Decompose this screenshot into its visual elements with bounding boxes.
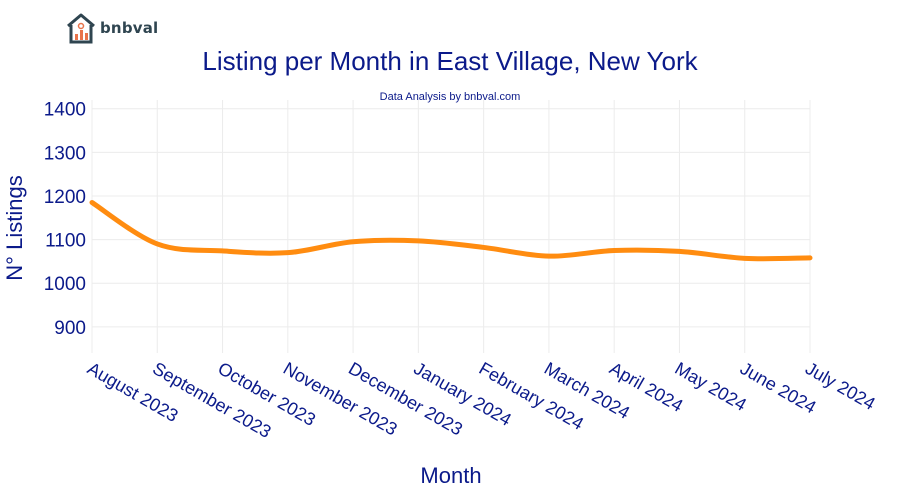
- x-tick-label: December 2023: [345, 358, 466, 439]
- chart-subtitle: Data Analysis by bnbval.com: [380, 91, 521, 103]
- data-point: [677, 249, 682, 254]
- data-point: [90, 200, 95, 205]
- series-layer: [89, 200, 813, 262]
- data-point: [612, 248, 617, 253]
- x-axis-label: Month: [420, 463, 481, 488]
- brand-name: bnbval: [100, 19, 159, 37]
- y-axis-label: N° Listings: [2, 175, 27, 280]
- data-point: [285, 250, 290, 255]
- data-point: [546, 254, 551, 259]
- data-point: [220, 248, 225, 253]
- house-chart-icon: [67, 13, 95, 44]
- y-tick-label: 1000: [44, 274, 86, 295]
- y-tick-label: 1200: [44, 187, 86, 208]
- grid: [91, 100, 811, 353]
- data-point: [416, 238, 421, 243]
- y-tick-label: 900: [54, 318, 86, 339]
- series-line: [89, 200, 813, 262]
- x-tick-label: May 2024: [671, 358, 749, 415]
- y-axis-ticks: 900 1000 1100 1200 1300 1400: [44, 100, 86, 339]
- data-point: [808, 255, 813, 260]
- brand-logo: bnbval: [66, 12, 158, 44]
- chart-title: Listing per Month in East Village, New Y…: [202, 46, 698, 76]
- data-point: [481, 245, 486, 250]
- data-point: [155, 241, 160, 246]
- y-tick-label: 1300: [44, 143, 86, 164]
- x-tick-label: November 2023: [280, 358, 401, 439]
- data-point: [351, 239, 356, 244]
- data-point: [742, 256, 747, 261]
- y-tick-label: 1100: [45, 231, 86, 252]
- y-tick-label: 1400: [44, 100, 86, 121]
